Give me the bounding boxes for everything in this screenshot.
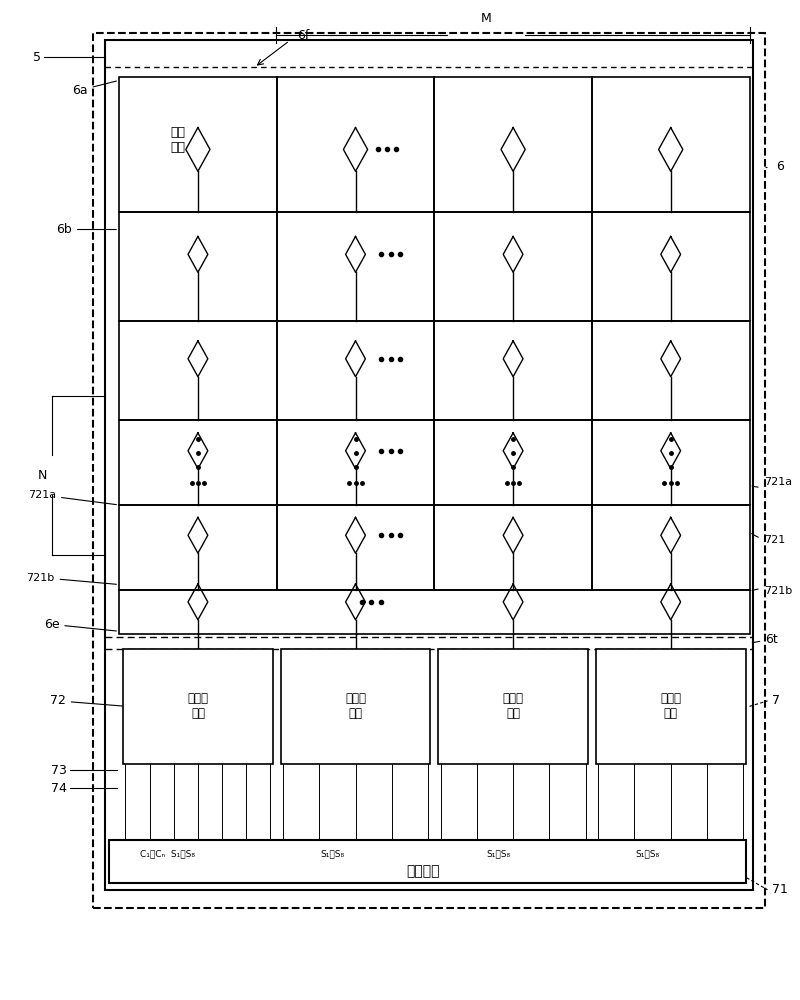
Text: 6a: 6a	[72, 81, 117, 97]
Text: N: N	[38, 469, 47, 482]
Text: C₁～Cₙ  S₁～S₈: C₁～Cₙ S₁～S₈	[140, 849, 195, 858]
Bar	[105, 40, 754, 890]
Text: 6: 6	[776, 160, 784, 173]
Text: 73: 73	[51, 764, 67, 777]
Text: 触控
单元: 触控 单元	[170, 126, 186, 154]
Text: 5: 5	[33, 51, 41, 64]
Text: 列控制
单元: 列控制 单元	[660, 692, 682, 720]
Bar	[277, 420, 434, 505]
Bar	[434, 505, 592, 589]
Text: 6e: 6e	[44, 618, 116, 631]
Bar	[119, 589, 750, 634]
Bar	[592, 212, 750, 321]
Bar	[592, 505, 750, 589]
Text: 72: 72	[50, 694, 124, 707]
Bar	[592, 321, 750, 420]
Text: 721a: 721a	[752, 477, 792, 487]
Bar	[119, 420, 277, 505]
Bar	[596, 649, 746, 764]
Text: 驱动芯片: 驱动芯片	[406, 864, 440, 878]
Bar	[123, 649, 273, 764]
Bar	[277, 321, 434, 420]
Bar	[434, 420, 592, 505]
Text: 721b: 721b	[26, 573, 116, 584]
Bar	[119, 321, 277, 420]
Bar	[109, 840, 746, 883]
Bar	[277, 77, 434, 212]
Text: S₁～S₈: S₁～S₈	[635, 849, 659, 858]
Text: 列控制
单元: 列控制 单元	[187, 692, 209, 720]
Text: 6t: 6t	[752, 633, 778, 646]
Bar	[281, 649, 430, 764]
Text: S₁～S₈: S₁～S₈	[321, 849, 345, 858]
Bar	[119, 77, 277, 212]
Text: 6f: 6f	[298, 29, 310, 42]
Bar	[434, 321, 592, 420]
Bar	[434, 212, 592, 321]
Text: 列控制
单元: 列控制 单元	[345, 692, 366, 720]
Text: M: M	[481, 12, 491, 25]
Text: 列控制
单元: 列控制 单元	[502, 692, 524, 720]
Bar	[277, 505, 434, 589]
Text: 71: 71	[771, 883, 787, 896]
Bar	[277, 212, 434, 321]
Text: 74: 74	[51, 782, 67, 795]
Bar	[434, 77, 592, 212]
Text: S₁～S₈: S₁～S₈	[486, 849, 510, 858]
Text: 6b: 6b	[56, 223, 116, 236]
Text: 721b: 721b	[752, 586, 792, 596]
Text: 721: 721	[752, 534, 785, 545]
Bar	[592, 420, 750, 505]
Bar	[438, 649, 588, 764]
Bar	[119, 505, 277, 589]
Bar	[93, 33, 766, 908]
Bar	[592, 77, 750, 212]
Bar	[119, 212, 277, 321]
Text: 721a: 721a	[28, 490, 116, 505]
Text: 7: 7	[771, 694, 779, 707]
